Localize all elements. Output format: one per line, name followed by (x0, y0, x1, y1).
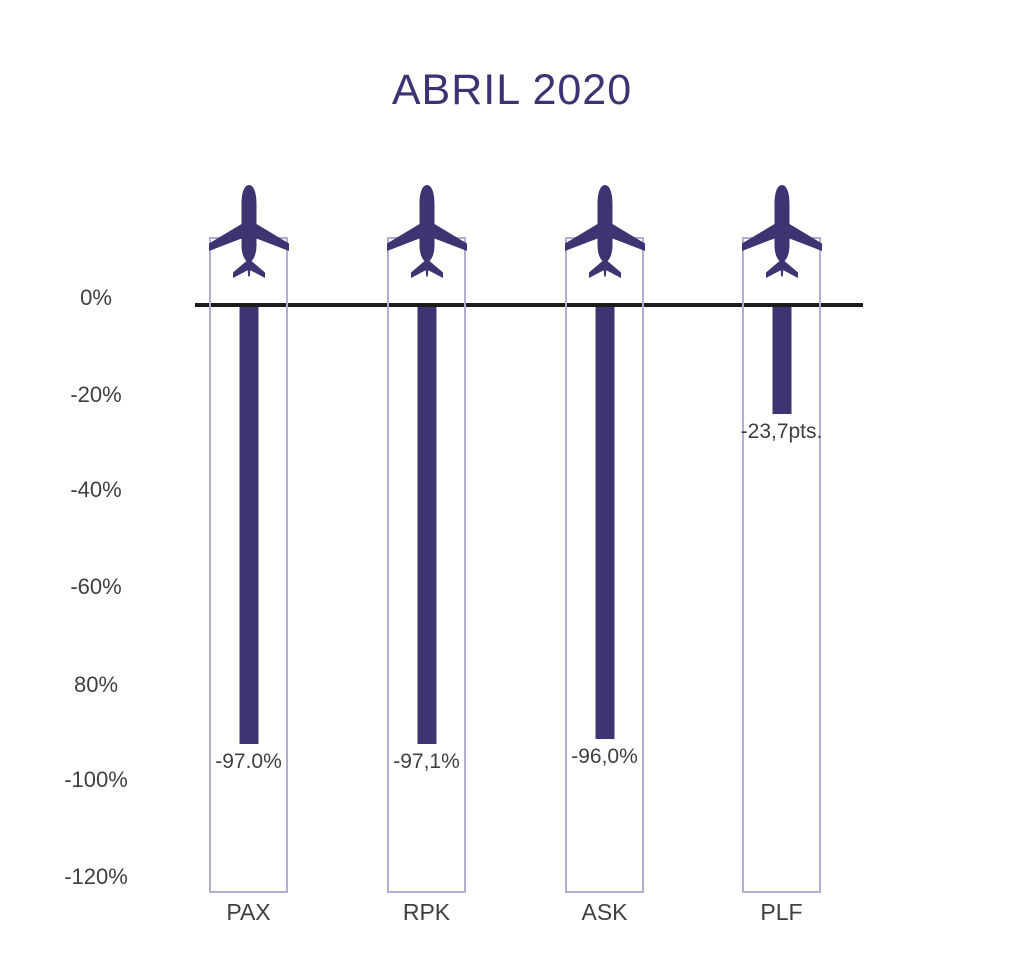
bar-value-label: -96,0% (571, 745, 638, 768)
chart-column-ask: -96,0% ASK (564, 0, 645, 955)
bar-value-label: -23,7pts. (740, 419, 823, 443)
bar-value-label: -97,1% (393, 749, 460, 773)
airplane-icon (208, 185, 289, 278)
negative-bar (595, 307, 614, 739)
negative-bar (772, 307, 791, 414)
y-axis-tick-label: -40% (70, 477, 122, 502)
chart-column-rpk: -97,1% RPK (386, 0, 467, 955)
category-label: PAX (226, 899, 271, 925)
category-label: PLF (760, 899, 803, 925)
zero-baseline (195, 303, 863, 307)
chart-title: ABRIL 2020 (391, 66, 633, 114)
negative-bar (239, 307, 258, 744)
y-axis-tick-label: 80% (73, 672, 119, 697)
y-axis-tick-label: -100% (64, 767, 128, 792)
y-axis-tick-label: 0% (80, 285, 112, 310)
y-axis-tick-label: -60% (70, 574, 122, 599)
y-axis-tick-label: -120% (64, 864, 128, 889)
airplane-icon (386, 185, 467, 278)
category-label: ASK (581, 899, 628, 925)
negative-bar (417, 307, 436, 744)
airplane-icon (564, 185, 645, 278)
y-axis-tick-label: -20% (70, 382, 122, 407)
bar-value-label: -97.0% (215, 749, 282, 773)
chart-column-plf: -23,7pts. PLF (740, 0, 823, 955)
chart-column-pax: -97.0% PAX (208, 0, 289, 955)
airplane-icon (741, 185, 822, 278)
category-label: RPK (402, 899, 451, 925)
